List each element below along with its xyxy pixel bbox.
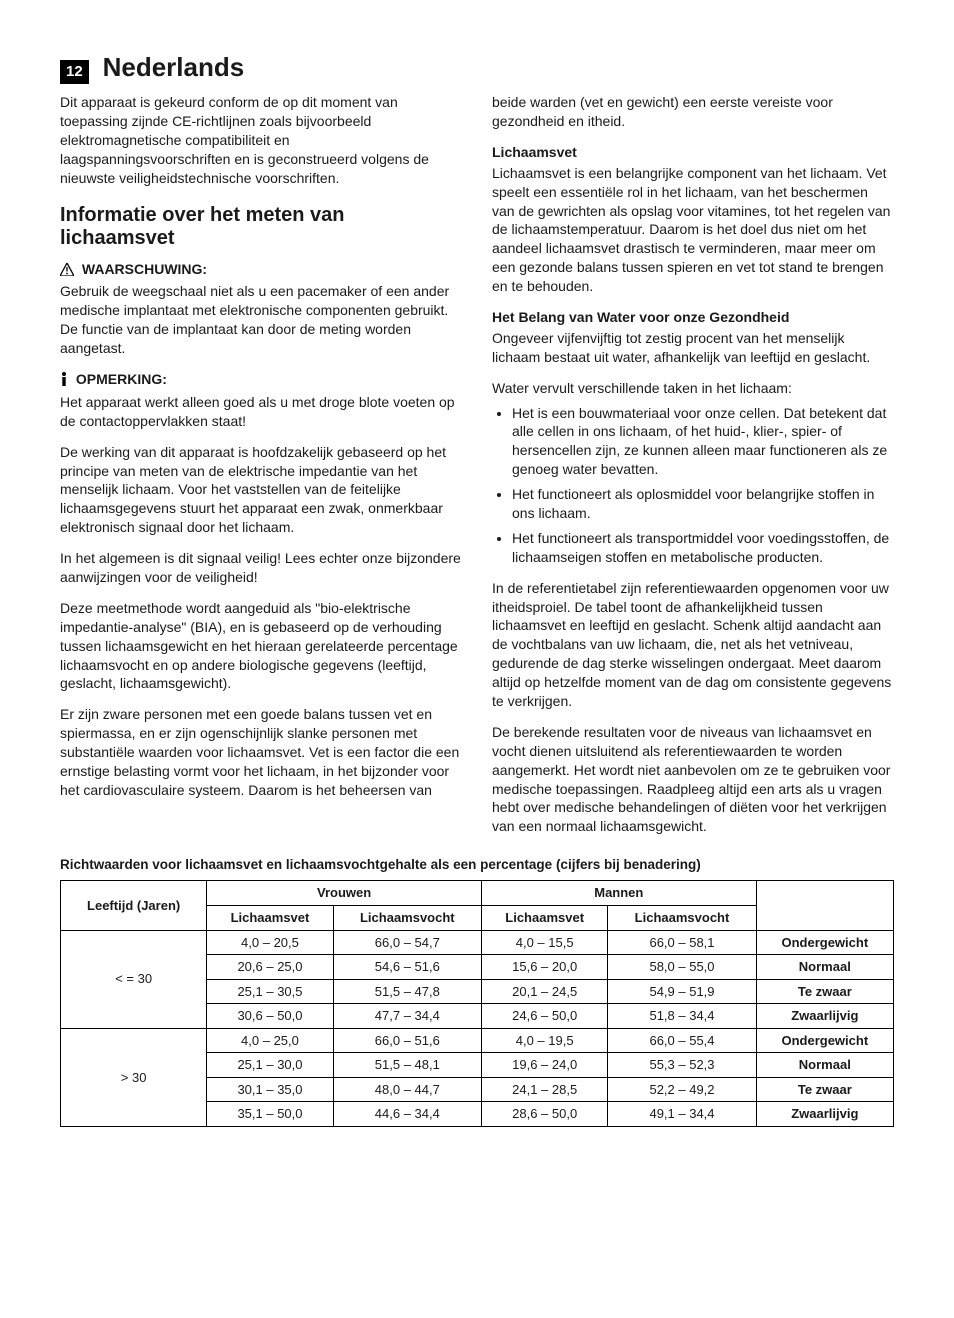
cell-value: 30,6 – 50,0 (207, 1004, 333, 1029)
list-item: Het functioneert als transportmiddel voo… (512, 529, 894, 567)
water-para2: De berekende resultaten voor de niveaus … (492, 723, 894, 836)
cell-status: Ondergewicht (756, 1028, 893, 1053)
intro-paragraph: Dit apparaat is gekeurd conform de op di… (60, 93, 462, 187)
th-age: Leeftijd (Jaren) (61, 881, 207, 930)
cell-value: 66,0 – 55,4 (608, 1028, 756, 1053)
table-title: Richtwaarden voor lichaamsvet en lichaam… (60, 856, 894, 874)
warning-callout: WAARSCHUWING: Gebruik de weegschaal niet… (60, 260, 462, 358)
th-w-fat: Lichaamsvet (207, 906, 333, 931)
cell-value: 58,0 – 55,0 (608, 955, 756, 980)
cell-status: Te zwaar (756, 1077, 893, 1102)
cell-value: 25,1 – 30,5 (207, 979, 333, 1004)
water-para1: In de referentietabel zijn referentiewaa… (492, 579, 894, 711)
cell-value: 51,5 – 48,1 (333, 1053, 481, 1078)
water-intro: Ongeveer vijfenvijftig tot zestig procen… (492, 329, 894, 367)
cell-value: 24,6 – 50,0 (481, 1004, 607, 1029)
cell-value: 66,0 – 51,6 (333, 1028, 481, 1053)
lichaamsvet-body: Lichaamsvet is een belangrijke component… (492, 164, 894, 296)
th-w-moist: Lichaamsvocht (333, 906, 481, 931)
warning-body: Gebruik de weegschaal niet als u een pac… (60, 282, 462, 358)
cell-value: 4,0 – 15,5 (481, 930, 607, 955)
cell-value: 52,2 – 49,2 (608, 1077, 756, 1102)
list-item: Het functioneert als oplosmiddel voor be… (512, 485, 894, 523)
water-section: Het Belang van Water voor onze Gezondhei… (492, 308, 894, 567)
paragraph-3: Deze meetmethode wordt aangeduid als "bi… (60, 599, 462, 693)
lichaamsvet-title: Lichaamsvet (492, 143, 894, 162)
cell-value: 66,0 – 54,7 (333, 930, 481, 955)
reference-table: Leeftijd (Jaren) Vrouwen Mannen Lichaams… (60, 880, 894, 1126)
cell-age: > 30 (61, 1028, 207, 1126)
cell-value: 35,1 – 50,0 (207, 1102, 333, 1127)
cell-status: Zwaarlijvig (756, 1004, 893, 1029)
cell-value: 4,0 – 25,0 (207, 1028, 333, 1053)
water-list: Het is een bouwmateriaal voor onze celle… (492, 404, 894, 567)
info-icon (60, 372, 68, 391)
table-row: < = 304,0 – 20,566,0 – 54,74,0 – 15,566,… (61, 930, 894, 955)
cell-value: 54,6 – 51,6 (333, 955, 481, 980)
cell-value: 49,1 – 34,4 (608, 1102, 756, 1127)
body-columns: Dit apparaat is gekeurd conform de op di… (60, 93, 894, 836)
paragraph-2: In het algemeen is dit signaal veilig! L… (60, 549, 462, 587)
cell-value: 24,1 – 28,5 (481, 1077, 607, 1102)
cell-value: 4,0 – 20,5 (207, 930, 333, 955)
cell-value: 55,3 – 52,3 (608, 1053, 756, 1078)
cell-status: Normaal (756, 1053, 893, 1078)
th-m-moist: Lichaamsvocht (608, 906, 756, 931)
paragraph-1: De werking van dit apparaat is hoofdzake… (60, 443, 462, 537)
cell-value: 4,0 – 19,5 (481, 1028, 607, 1053)
cell-value: 30,1 – 35,0 (207, 1077, 333, 1102)
cell-value: 48,0 – 44,7 (333, 1077, 481, 1102)
section-heading: Informatie over het meten van lichaamsve… (60, 204, 462, 250)
th-women: Vrouwen (207, 881, 482, 906)
note-body: Het apparaat werkt alleen goed als u met… (60, 393, 462, 431)
cell-value: 44,6 – 34,4 (333, 1102, 481, 1127)
page-header: 12 Nederlands (60, 50, 894, 85)
cell-value: 54,9 – 51,9 (608, 979, 756, 1004)
cell-value: 51,8 – 34,4 (608, 1004, 756, 1029)
cell-value: 66,0 – 58,1 (608, 930, 756, 955)
note-title: OPMERKING: (76, 371, 167, 387)
water-title: Het Belang van Water voor onze Gezondhei… (492, 308, 894, 327)
note-callout: OPMERKING: Het apparaat werkt alleen goe… (60, 370, 462, 431)
th-m-fat: Lichaamsvet (481, 906, 607, 931)
cell-status: Ondergewicht (756, 930, 893, 955)
list-item: Het is een bouwmateriaal voor onze celle… (512, 404, 894, 480)
page-title: Nederlands (103, 52, 245, 82)
cell-value: 15,6 – 20,0 (481, 955, 607, 980)
page-number: 12 (60, 60, 89, 84)
cell-value: 20,1 – 24,5 (481, 979, 607, 1004)
cell-value: 47,7 – 34,4 (333, 1004, 481, 1029)
warning-title: WAARSCHUWING: (82, 261, 207, 277)
cell-value: 25,1 – 30,0 (207, 1053, 333, 1078)
cell-value: 28,6 – 50,0 (481, 1102, 607, 1127)
th-men: Mannen (481, 881, 756, 906)
water-lead: Water vervult verschillende taken in het… (492, 379, 894, 398)
th-status (756, 881, 893, 930)
cell-status: Normaal (756, 955, 893, 980)
cell-status: Te zwaar (756, 979, 893, 1004)
cell-value: 51,5 – 47,8 (333, 979, 481, 1004)
cell-status: Zwaarlijvig (756, 1102, 893, 1127)
lichaamsvet-section: Lichaamsvet Lichaamsvet is een belangrij… (492, 143, 894, 296)
warning-icon (60, 262, 74, 281)
table-row: > 304,0 – 25,066,0 – 51,64,0 – 19,566,0 … (61, 1028, 894, 1053)
cell-age: < = 30 (61, 930, 207, 1028)
cell-value: 20,6 – 25,0 (207, 955, 333, 980)
cell-value: 19,6 – 24,0 (481, 1053, 607, 1078)
